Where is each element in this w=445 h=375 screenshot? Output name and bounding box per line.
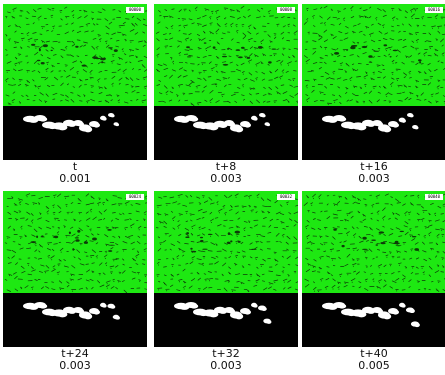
segmentation-mask-image [154, 293, 298, 347]
segmentation-mask-image [3, 293, 147, 347]
frame-panel: 00032 t+32 0.003 [154, 191, 298, 347]
frame-panel: 00008 t+8 0.003 [154, 4, 298, 160]
frame-stamp: 00032 [277, 194, 295, 200]
segmentation-mask-image [154, 106, 298, 160]
frame-score-value: 0.003 [154, 173, 298, 185]
segmentation-mask-image [302, 106, 445, 160]
frame-score-value: 0.003 [3, 360, 147, 372]
camera-frame-image [154, 4, 298, 106]
camera-frame-image [302, 191, 445, 293]
frame-stamp: 00000 [126, 7, 144, 13]
camera-frame-image [154, 191, 298, 293]
frame-panel: 00016 t+16 0.003 [302, 4, 445, 160]
frame-score-value: 0.003 [302, 173, 445, 185]
frame-stamp: 00040 [425, 194, 443, 200]
segmentation-mask-image [302, 293, 445, 347]
frame-panel: 00040 t+40 0.005 [302, 191, 445, 347]
frame-score-value: 0.003 [154, 360, 298, 372]
frame-stamp: 00016 [425, 7, 443, 13]
frame-stamp: 00008 [277, 7, 295, 13]
camera-frame-image [3, 4, 147, 106]
frame-score-value: 0.001 [3, 173, 147, 185]
frame-score-value: 0.005 [302, 360, 445, 372]
segmentation-mask-image [3, 106, 147, 160]
camera-frame-image [302, 4, 445, 106]
frame-stamp: 00024 [126, 194, 144, 200]
frame-panel: 00000 t 0.001 [3, 4, 147, 160]
frame-panel: 00024 t+24 0.003 [3, 191, 147, 347]
camera-frame-image [3, 191, 147, 293]
